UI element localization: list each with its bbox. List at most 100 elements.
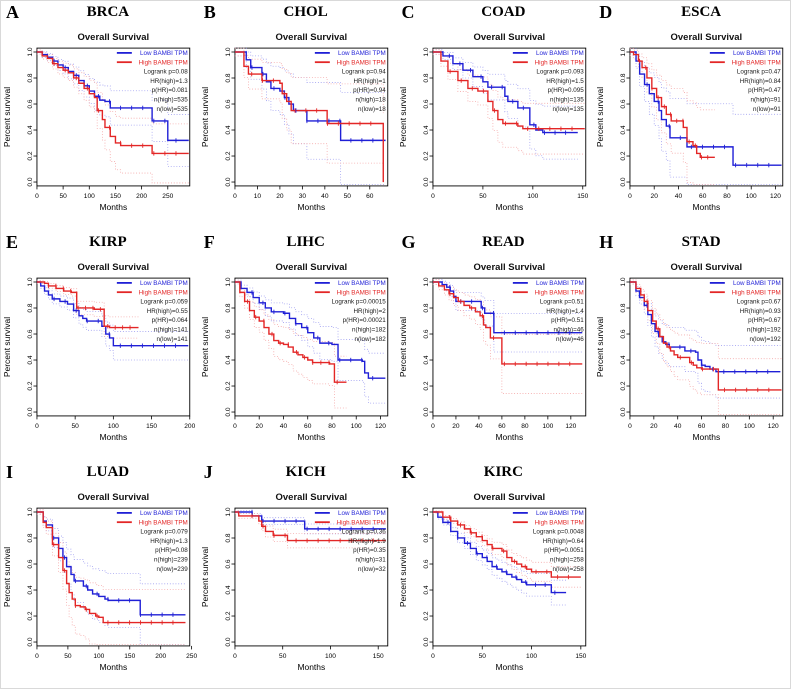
svg-text:0.4: 0.4: [620, 355, 627, 364]
panel-letter: K: [401, 462, 416, 482]
svg-text:0: 0: [431, 423, 435, 430]
svg-text:p(HR)=0.095: p(HR)=0.095: [547, 87, 584, 94]
svg-text:HR(high)=1.9: HR(high)=1.9: [348, 538, 386, 545]
svg-text:Overall Survival: Overall Survival: [473, 262, 545, 273]
svg-text:n(high)=239: n(high)=239: [154, 557, 188, 564]
panel-letter: B: [203, 2, 216, 22]
km-plot: Overall Survival 0.0 0.2 0.4 0.6 0.8 1.0 0 50 100…: [2, 262, 196, 442]
svg-text:150: 150: [110, 193, 121, 200]
svg-text:n(high)=535: n(high)=535: [154, 97, 188, 104]
svg-text:150: 150: [146, 423, 157, 430]
svg-text:0.8: 0.8: [27, 73, 34, 82]
svg-text:HR(high)=0.93: HR(high)=0.93: [740, 308, 782, 315]
svg-text:0: 0: [233, 193, 237, 200]
svg-text:250: 250: [186, 653, 197, 660]
svg-text:HR(high)=1: HR(high)=1: [353, 78, 386, 85]
svg-text:n(low)=535: n(low)=535: [157, 106, 189, 113]
svg-text:120: 120: [565, 423, 576, 430]
svg-text:1.0: 1.0: [27, 507, 34, 516]
svg-text:n(high)=192: n(high)=192: [747, 327, 781, 334]
svg-text:Months: Months: [297, 662, 325, 672]
cancer-title: KIRP: [89, 234, 127, 250]
panel-header: I LUAD: [1, 461, 199, 487]
svg-text:0.6: 0.6: [422, 329, 429, 338]
svg-text:Logrank p=0.08: Logrank p=0.08: [144, 69, 188, 76]
svg-text:Logrank p=0.079: Logrank p=0.079: [140, 529, 188, 536]
svg-text:40: 40: [475, 423, 483, 430]
svg-text:40: 40: [675, 193, 683, 200]
svg-text:n(high)=18: n(high)=18: [355, 97, 386, 104]
svg-text:0.6: 0.6: [422, 99, 429, 108]
survival-panel: J KICH Overall Survival 0.0 0.2 0.4 0.6 0.8 1.…: [199, 461, 397, 690]
svg-text:100: 100: [527, 193, 538, 200]
svg-text:Overall Survival: Overall Survival: [275, 32, 347, 43]
svg-text:30: 30: [298, 193, 306, 200]
svg-text:50: 50: [71, 423, 79, 430]
svg-text:n(low)=182: n(low)=182: [354, 336, 386, 343]
cancer-title: READ: [482, 234, 525, 250]
svg-text:20: 20: [452, 423, 460, 430]
svg-text:100: 100: [93, 653, 104, 660]
svg-text:Months: Months: [495, 202, 523, 212]
svg-text:Logrank p=0.94: Logrank p=0.94: [342, 69, 386, 76]
svg-text:High BAMBI TPM: High BAMBI TPM: [336, 59, 385, 66]
svg-text:0.0: 0.0: [27, 407, 34, 416]
svg-text:1.0: 1.0: [27, 277, 34, 286]
svg-text:0.0: 0.0: [27, 637, 34, 646]
svg-text:Overall Survival: Overall Survival: [78, 262, 150, 273]
panel-letter: I: [6, 462, 14, 482]
svg-text:0.2: 0.2: [27, 151, 34, 160]
svg-text:HR(high)=1.3: HR(high)=1.3: [150, 538, 188, 545]
svg-text:0.4: 0.4: [27, 585, 34, 594]
svg-text:1.0: 1.0: [620, 277, 627, 286]
svg-text:150: 150: [372, 653, 383, 660]
svg-text:Low BAMBI TPM: Low BAMBI TPM: [338, 510, 386, 517]
svg-text:High BAMBI TPM: High BAMBI TPM: [534, 519, 583, 526]
svg-text:p(HR)=0.35: p(HR)=0.35: [353, 547, 386, 554]
svg-text:50: 50: [478, 653, 486, 660]
svg-text:Months: Months: [495, 432, 523, 442]
panel-letter: H: [599, 232, 614, 252]
svg-text:0.2: 0.2: [620, 381, 627, 390]
km-plot: Overall Survival 0.0 0.2 0.4 0.6 0.8 1.0 0 20 40 6…: [397, 262, 586, 442]
svg-text:50: 50: [479, 193, 487, 200]
svg-text:n(low)=258: n(low)=258: [552, 566, 584, 573]
svg-text:Logrank p=0.0048: Logrank p=0.0048: [532, 529, 583, 536]
svg-text:0.8: 0.8: [620, 303, 627, 312]
svg-text:0.4: 0.4: [422, 355, 429, 364]
survival-panel: I LUAD Overall Survival 0.0 0.2 0.4 0.6 0.8 1.…: [1, 461, 199, 690]
svg-text:Logrank p=0.36: Logrank p=0.36: [342, 529, 386, 536]
svg-text:200: 200: [136, 193, 147, 200]
svg-text:n(high)=182: n(high)=182: [352, 327, 386, 334]
svg-text:n(low)=141: n(low)=141: [157, 336, 189, 343]
km-plot: Overall Survival 0.0 0.2 0.4 0.6 0.8 1.0 0 50 100…: [200, 492, 388, 672]
panel-header: G READ: [397, 231, 595, 257]
svg-text:n(low)=32: n(low)=32: [358, 566, 386, 573]
svg-text:High BAMBI TPM: High BAMBI TPM: [732, 59, 781, 66]
svg-text:n(high)=258: n(high)=258: [550, 557, 584, 564]
svg-text:0.6: 0.6: [225, 329, 232, 338]
survival-panel: C COAD Overall Survival 0.0 0.2 0.4 0.6 0.8 1.…: [397, 1, 595, 231]
svg-text:0.4: 0.4: [225, 585, 232, 594]
svg-text:0.4: 0.4: [620, 125, 627, 134]
svg-text:0.6: 0.6: [225, 99, 232, 108]
svg-text:n(low)=18: n(low)=18: [358, 106, 386, 113]
svg-text:0.8: 0.8: [225, 73, 232, 82]
svg-text:Overall Survival: Overall Survival: [275, 262, 347, 273]
svg-text:1.0: 1.0: [620, 47, 627, 56]
survival-panel: G READ Overall Survival 0.0 0.2 0.4 0.6 0.8 1.…: [397, 231, 595, 461]
svg-text:0: 0: [431, 193, 435, 200]
svg-text:0.0: 0.0: [422, 177, 429, 186]
svg-text:120: 120: [768, 423, 779, 430]
svg-text:p(HR)=0.94: p(HR)=0.94: [353, 87, 386, 94]
svg-text:0.4: 0.4: [422, 125, 429, 134]
svg-text:60: 60: [699, 193, 707, 200]
svg-text:150: 150: [575, 653, 586, 660]
svg-text:40: 40: [674, 423, 682, 430]
svg-text:Overall Survival: Overall Survival: [671, 32, 743, 43]
svg-text:50: 50: [279, 653, 287, 660]
svg-text:n(low)=46: n(low)=46: [555, 336, 583, 343]
svg-text:80: 80: [328, 423, 336, 430]
svg-text:Low BAMBI TPM: Low BAMBI TPM: [733, 50, 781, 57]
svg-text:0.2: 0.2: [422, 381, 429, 390]
